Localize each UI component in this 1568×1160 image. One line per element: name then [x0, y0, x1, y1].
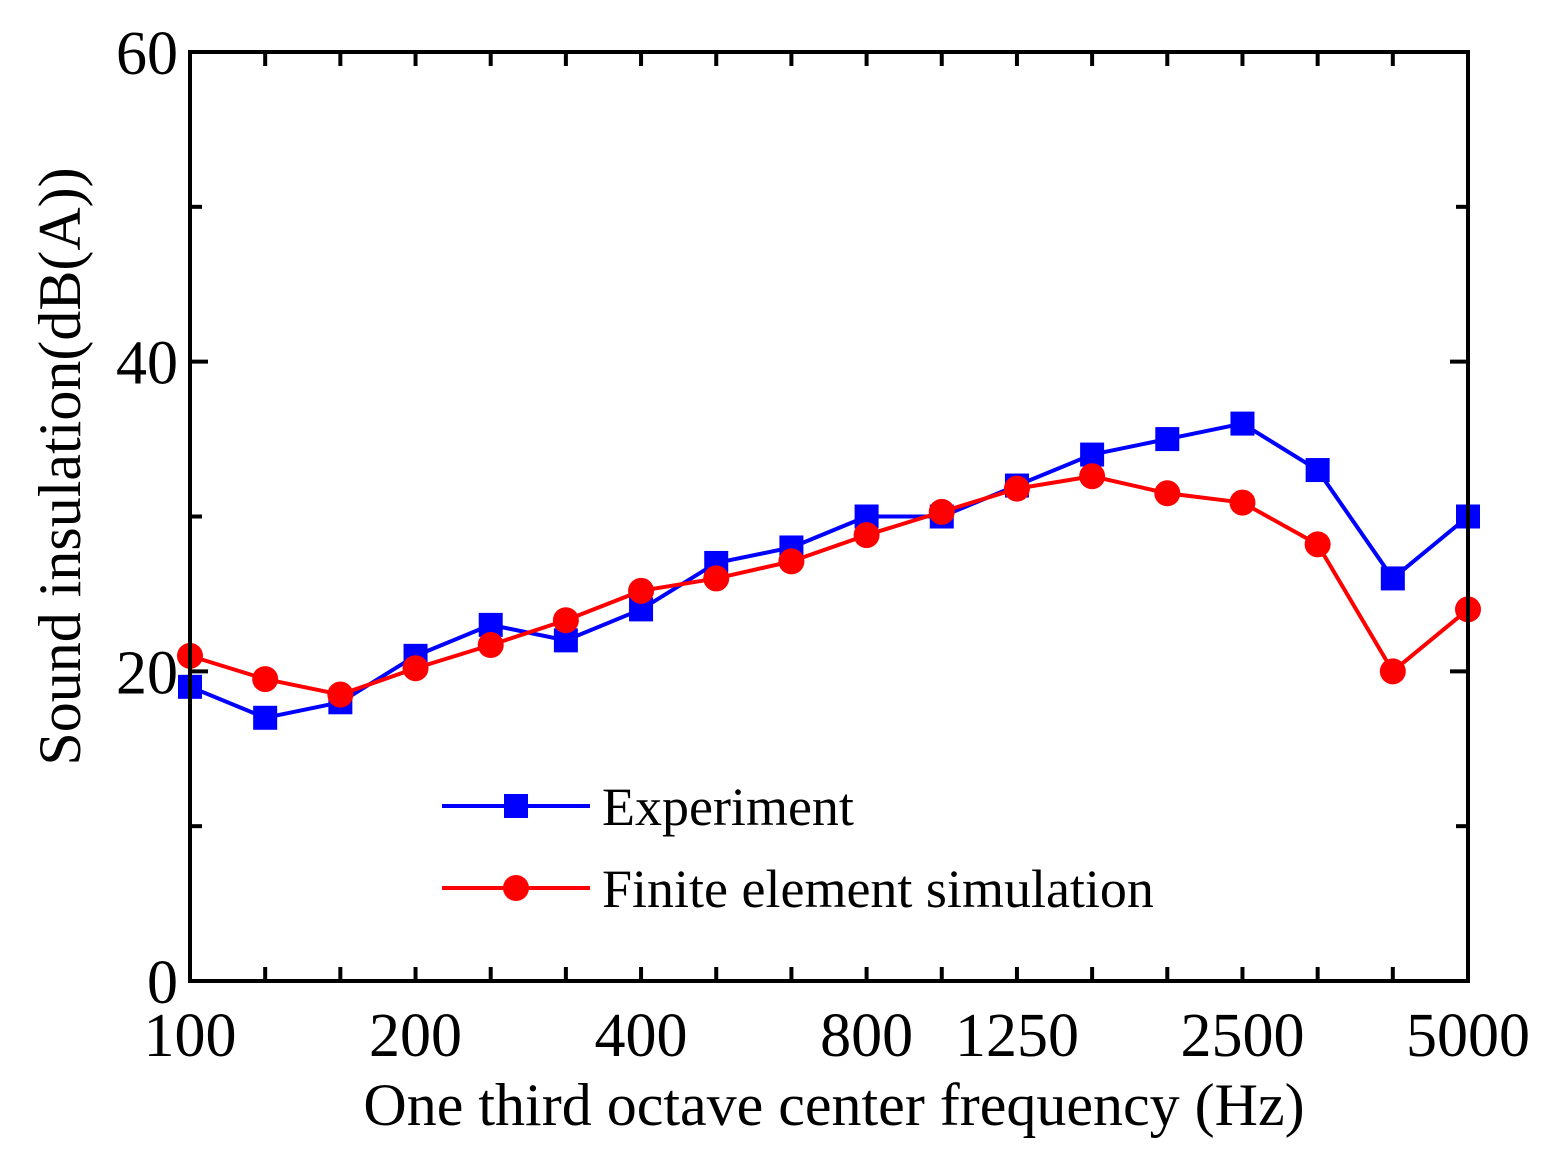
- series-line: [189, 421, 1470, 720]
- x-tick-labels: 100 200 400 800 1250 2500 5000: [144, 1002, 1531, 1070]
- x-tick-label: 400: [595, 1002, 688, 1070]
- legend: Experiment Finite element simulation: [442, 777, 1154, 919]
- series-simulation: [177, 463, 1481, 708]
- y-tick-label: 40: [116, 330, 178, 398]
- x-axis-title: One third octave center frequency (Hz): [363, 1072, 1304, 1138]
- data-point-circle: [1003, 475, 1030, 502]
- data-point-circle: [402, 655, 429, 682]
- data-point-square: [1230, 411, 1255, 436]
- data-point-circle: [1304, 531, 1331, 558]
- series-layer: [177, 411, 1481, 730]
- data-point-circle: [928, 498, 955, 525]
- x-tick-label: 800: [820, 1002, 913, 1070]
- data-point-circle: [853, 522, 880, 549]
- data-point-circle: [778, 548, 805, 575]
- x-tick-label: 2500: [1180, 1002, 1304, 1070]
- x-tick-label: 100: [144, 1002, 237, 1070]
- data-point-circle: [1229, 489, 1256, 516]
- legend-marker-simulation: [503, 875, 529, 901]
- x-tick-label: 1250: [955, 1002, 1079, 1070]
- y-tick-label: 60: [116, 20, 178, 88]
- data-point-circle: [703, 565, 730, 592]
- data-point-circle: [628, 577, 655, 604]
- x-tick-label: 5000: [1406, 1002, 1530, 1070]
- data-point-square: [1380, 566, 1405, 591]
- legend-label-simulation: Finite element simulation: [602, 859, 1154, 919]
- data-point-circle: [1379, 658, 1406, 685]
- data-point-square: [1155, 427, 1180, 452]
- data-point-circle: [1154, 480, 1181, 507]
- data-point-circle: [552, 607, 579, 634]
- data-point-circle: [1079, 463, 1106, 490]
- axis-ticks: [188, 50, 1470, 983]
- y-tick-label: 0: [147, 949, 178, 1017]
- data-point-circle: [327, 681, 354, 708]
- data-point-circle: [477, 632, 504, 659]
- data-point-square: [1305, 458, 1330, 483]
- y-axis-title: Sound insulation(dB(A)): [27, 167, 93, 765]
- y-tick-labels: 0 20 40 60: [116, 20, 178, 1017]
- legend-marker-experiment: [504, 794, 528, 818]
- x-tick-label: 200: [369, 1002, 462, 1070]
- y-tick-label: 20: [116, 639, 178, 707]
- series-line: [189, 474, 1470, 697]
- data-point-square: [1080, 442, 1105, 467]
- legend-label-experiment: Experiment: [602, 777, 854, 837]
- plot-frame: [188, 50, 1470, 983]
- data-point-square: [253, 705, 278, 730]
- data-point-circle: [252, 666, 279, 693]
